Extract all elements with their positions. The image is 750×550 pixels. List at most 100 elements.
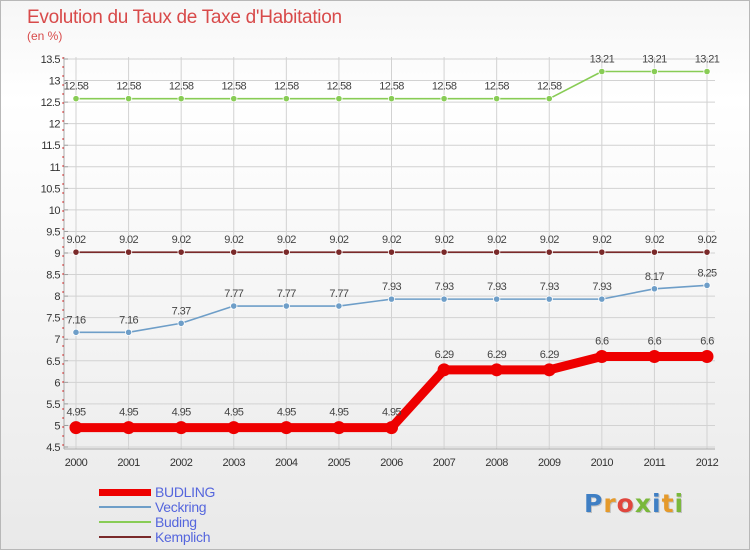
data-point — [122, 421, 136, 435]
data-point — [279, 421, 293, 435]
data-label: 6.29 — [540, 349, 559, 361]
data-label: 8.25 — [697, 267, 716, 279]
data-label: 7.16 — [66, 314, 85, 326]
logo-letter: P — [584, 489, 604, 518]
data-point — [598, 248, 606, 256]
data-label: 9.02 — [66, 234, 85, 246]
data-label: 7.77 — [277, 288, 296, 300]
data-label: 8.17 — [645, 271, 664, 283]
data-point — [440, 248, 448, 256]
x-tick-label: 2003 — [223, 457, 246, 469]
y-tick-label: 5.5 — [46, 399, 60, 411]
data-point — [174, 421, 188, 435]
data-label: 9.02 — [487, 234, 506, 246]
legend-swatch — [99, 506, 151, 508]
data-point — [598, 295, 606, 303]
data-point — [335, 302, 343, 310]
data-point — [703, 67, 711, 76]
data-point — [69, 421, 83, 435]
y-tick-label: 10 — [49, 205, 61, 217]
x-tick-label: 2008 — [485, 457, 508, 469]
logo-letter: x — [634, 489, 652, 518]
data-point — [124, 328, 133, 336]
data-point — [72, 248, 80, 256]
y-tick-label: 7 — [54, 334, 60, 346]
y-tick-label: 12 — [49, 119, 61, 131]
data-label: 7.93 — [382, 281, 401, 293]
x-tick-label: 2001 — [117, 457, 140, 469]
data-label: 12.58 — [537, 81, 562, 93]
y-tick-label: 9 — [54, 248, 60, 260]
data-point — [440, 95, 448, 103]
logo-letter: t — [661, 489, 675, 518]
data-label: 12.58 — [432, 81, 457, 93]
legend-label: Kemplich — [155, 529, 211, 545]
data-point — [545, 248, 553, 256]
data-label: 6.29 — [435, 349, 454, 361]
data-point — [177, 248, 185, 256]
data-label: 7.93 — [487, 281, 506, 293]
y-tick-label: 10.5 — [41, 183, 61, 195]
y-tick-label: 5 — [54, 420, 60, 432]
data-point — [230, 248, 238, 256]
data-point — [437, 363, 451, 377]
data-point — [490, 363, 504, 377]
data-point — [703, 281, 711, 289]
chart-title: Evolution du Taux de Taxe d'Habitation — [27, 7, 342, 28]
data-label: 7.16 — [119, 314, 138, 326]
data-point — [595, 349, 609, 363]
data-label: 12.58 — [169, 81, 194, 93]
y-tick-label: 4.5 — [46, 442, 60, 454]
data-label: 9.02 — [172, 234, 191, 246]
data-label: 4.95 — [119, 407, 138, 419]
data-label: 12.58 — [116, 81, 141, 93]
data-label: 9.02 — [119, 234, 138, 246]
data-point — [282, 95, 290, 103]
data-label: 7.37 — [172, 305, 191, 317]
data-label: 7.93 — [435, 281, 454, 293]
data-label: 9.02 — [645, 234, 664, 246]
data-point — [387, 248, 396, 256]
data-point — [650, 67, 659, 76]
data-label: 7.77 — [224, 288, 243, 300]
data-label: 4.95 — [329, 407, 348, 419]
data-point — [230, 95, 238, 103]
data-label: 9.02 — [540, 234, 559, 246]
x-tick-label: 2010 — [591, 457, 614, 469]
data-point — [647, 349, 661, 363]
data-label: 4.95 — [66, 407, 85, 419]
data-label: 6.6 — [648, 335, 662, 347]
x-tick-label: 2004 — [275, 457, 298, 469]
data-point — [177, 95, 185, 103]
x-tick-label: 2007 — [433, 457, 456, 469]
data-point — [650, 248, 659, 256]
data-label: 7.93 — [592, 281, 611, 293]
data-point — [545, 295, 553, 303]
y-tick-label: 7.5 — [46, 313, 60, 325]
data-label: 13.21 — [642, 54, 667, 66]
data-point — [542, 363, 556, 377]
y-tick-label: 8.5 — [46, 270, 60, 282]
data-point — [545, 95, 553, 103]
data-point — [335, 95, 343, 103]
data-label: 9.02 — [224, 234, 243, 246]
data-point — [385, 421, 398, 435]
x-tick-label: 2011 — [644, 457, 666, 469]
data-point — [124, 95, 133, 103]
data-point — [700, 349, 714, 363]
y-tick-label: 9.5 — [46, 226, 60, 238]
data-label: 7.77 — [329, 288, 348, 300]
data-label: 4.95 — [224, 407, 243, 419]
chart-subtitle: (en %) — [27, 29, 63, 43]
data-label: 9.02 — [277, 234, 296, 246]
data-point — [177, 319, 185, 327]
data-label: 7.93 — [540, 281, 559, 293]
y-tick-label: 13.5 — [41, 54, 61, 66]
x-tick-label: 2012 — [696, 457, 719, 469]
data-point — [124, 248, 133, 256]
data-point — [332, 421, 346, 435]
data-label: 12.58 — [327, 81, 352, 93]
logo-letter: o — [616, 489, 635, 518]
series-buding: 12.58 12.58 12.58 12.58 12.58 12.58 12.58 12.58… — [64, 54, 720, 103]
